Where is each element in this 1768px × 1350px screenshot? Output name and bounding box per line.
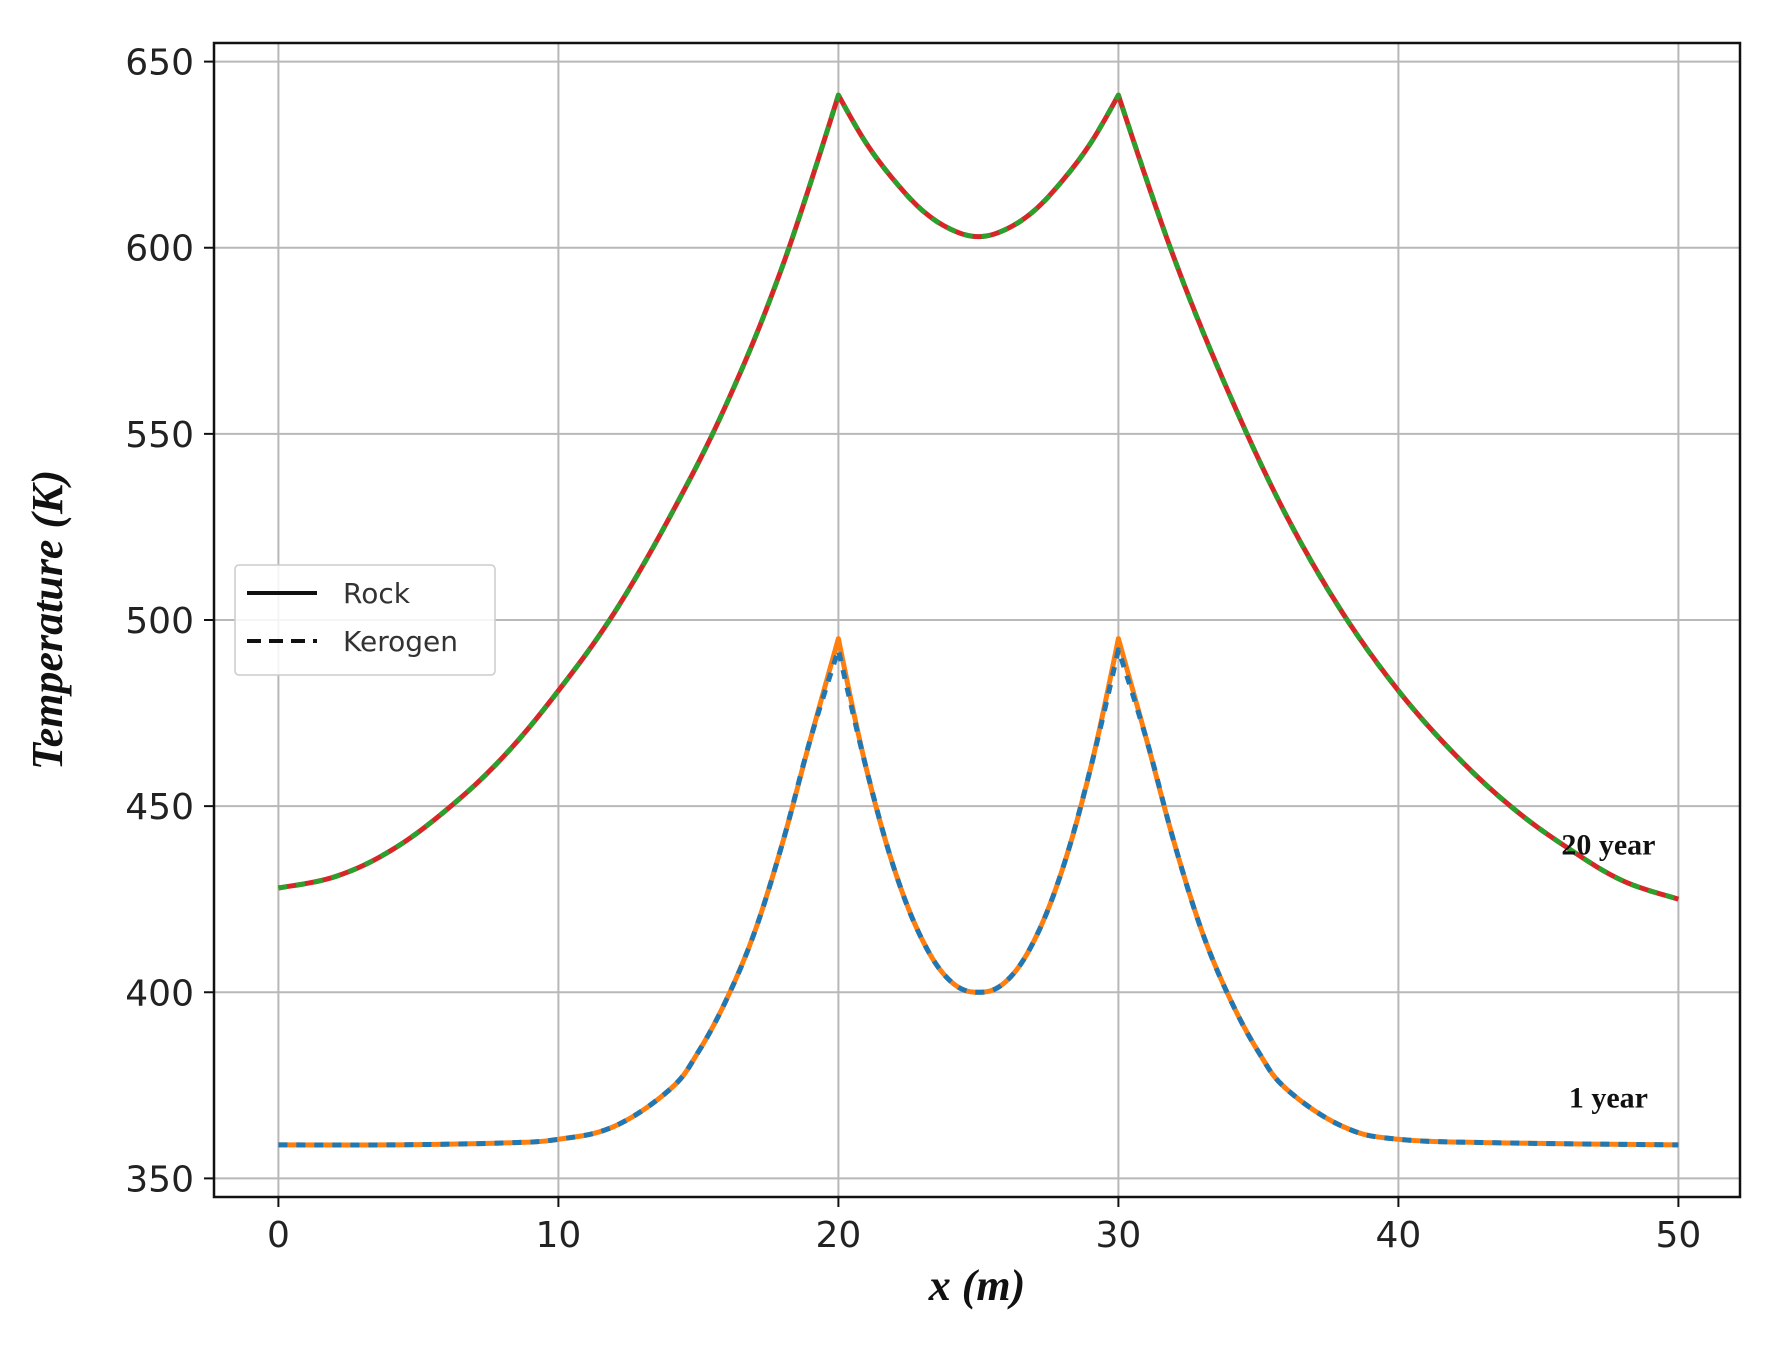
x-tick-label: 20 — [815, 1215, 861, 1256]
y-tick-label: 350 — [125, 1159, 194, 1200]
y-tick-label: 600 — [125, 229, 194, 270]
x-tick-label: 10 — [535, 1215, 581, 1256]
x-tick-label: 40 — [1375, 1215, 1421, 1256]
x-tick-label: 50 — [1655, 1215, 1701, 1256]
legend: Rock Kerogen — [234, 564, 496, 676]
y-tick-label: 400 — [125, 973, 194, 1014]
x-tick-label: 30 — [1095, 1215, 1141, 1256]
axis-ticks: 0 10 20 30 40 50 350 400 450 500 550 600 650 — [125, 43, 1701, 1256]
y-tick-label: 500 — [125, 601, 194, 642]
grid-lines — [214, 43, 1740, 1197]
y-axis-label: Temperature (K) — [23, 470, 72, 770]
series-line-1-year-kerogen — [278, 647, 1679, 1148]
legend-kerogen-label: Kerogen — [343, 625, 458, 658]
annotation-label: 1 year — [1569, 1082, 1648, 1115]
legend-rock-label: Rock — [343, 577, 411, 610]
x-tick-label: 0 — [267, 1215, 290, 1256]
x-axis-label: x (m) — [928, 1261, 1026, 1310]
curve-annotations: 20 year 1 year — [1561, 829, 1655, 1115]
series-line-20-year-kerogen — [277, 92, 1680, 902]
y-tick-label: 450 — [125, 787, 194, 828]
y-tick-label: 550 — [125, 415, 194, 456]
data-series — [277, 92, 1680, 1148]
y-tick-label: 650 — [125, 43, 194, 84]
annotation-label: 20 year — [1561, 829, 1655, 862]
